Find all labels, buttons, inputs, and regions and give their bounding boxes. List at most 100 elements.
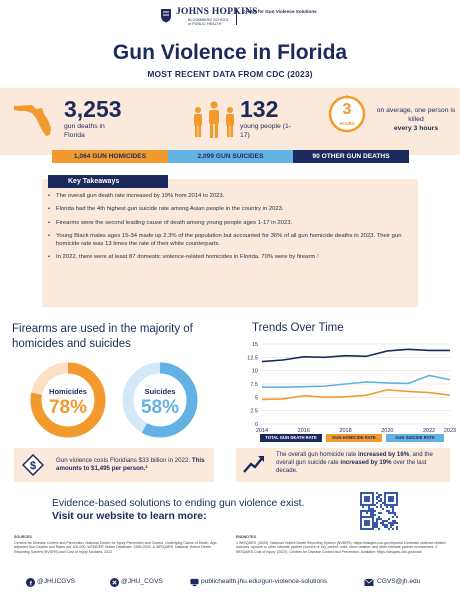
y-tick-label: 7.5 (250, 382, 258, 388)
takeaway-item: Young Black males ages 15-34 made up 2.3… (48, 233, 414, 248)
qr-module (366, 510, 368, 512)
page-title: Gun Violence in Florida (112, 41, 348, 64)
qr-module (366, 496, 368, 498)
qr-module (380, 518, 382, 520)
y-axis-label: RATE PER 100,000 (244, 334, 276, 335)
qr-module (360, 500, 362, 502)
qr-module (380, 506, 382, 508)
qr-module (374, 526, 376, 528)
facebook-handle[interactable]: @JHUCGVS (37, 578, 76, 585)
qr-module (370, 492, 372, 494)
svg-text:$: $ (30, 460, 36, 472)
qr-module (388, 522, 390, 524)
qr-module (390, 504, 392, 506)
key-takeaways-label: Key Takeaways (48, 175, 168, 188)
solutions-link-text[interactable]: Visit our website to learn more: (52, 511, 207, 522)
qr-module (368, 520, 370, 522)
qr-module (388, 510, 390, 512)
homicides-value: 78% (48, 397, 88, 418)
qr-module (370, 512, 372, 514)
x-handle[interactable]: @JHU_CGVS (121, 578, 163, 585)
qr-module (376, 524, 378, 526)
qr-module (384, 498, 386, 500)
logo-divider (236, 8, 237, 25)
qr-module (378, 494, 380, 496)
footer: f @JHUCGVS @JHU_CGVS publichealth.jhu.ed… (0, 577, 460, 589)
qr-module (392, 508, 394, 510)
qr-module (386, 492, 388, 494)
qr-module (388, 512, 390, 514)
qr-module (396, 496, 398, 498)
qr-module (374, 522, 376, 524)
qr-module (392, 522, 394, 524)
qr-module (392, 498, 394, 500)
qr-module (388, 498, 390, 500)
dollar-icon: $ (22, 454, 44, 476)
qr-code[interactable] (360, 492, 398, 530)
qr-module (390, 522, 392, 524)
qr-module (362, 504, 364, 506)
qr-module (372, 516, 374, 518)
series-line-1 (261, 389, 451, 401)
qr-module (394, 492, 396, 494)
qr-module (376, 520, 378, 522)
takeaway-item: The overall gun death rate increased by … (48, 193, 414, 201)
qr-module (396, 528, 398, 530)
qr-module (396, 492, 398, 494)
qr-module (372, 496, 374, 498)
qr-module (384, 500, 386, 502)
qr-module (394, 512, 396, 514)
young-people-value: 132 (240, 96, 279, 122)
gun-homicides-bar: 1,064 GUN HOMICIDES (52, 150, 168, 163)
qr-module (362, 506, 364, 508)
email-link[interactable]: CGVS@jh.edu (377, 578, 421, 585)
qr-module (364, 492, 366, 494)
gun-suicides-bar: 2,099 GUN SUICIDES (168, 150, 293, 163)
qr-module (360, 528, 362, 530)
qr-module (396, 522, 398, 524)
qr-module (376, 502, 378, 504)
qr-module (370, 528, 372, 530)
suicides-label: Suicides (144, 387, 176, 396)
sources-block: SOURCES Centers for Disease Control and … (14, 535, 218, 554)
young-people-icon (194, 101, 234, 138)
qr-module (366, 492, 368, 494)
qr-module (360, 512, 362, 514)
x-tick-label: 2022 (423, 428, 435, 434)
qr-module (360, 496, 362, 498)
qr-module (360, 518, 362, 520)
qr-module (368, 516, 370, 518)
qr-module (396, 526, 398, 528)
qr-module (364, 496, 366, 498)
qr-module (388, 528, 390, 530)
qr-module (384, 496, 386, 498)
qr-module (368, 504, 370, 506)
qr-module (366, 528, 368, 530)
qr-module (360, 516, 362, 518)
y-tick-label: 5 (255, 395, 258, 401)
homicides-donut (30, 362, 106, 438)
qr-module (378, 512, 380, 514)
qr-module (376, 526, 378, 528)
killed-rate-text: on average, one person is killed every 3… (376, 106, 456, 133)
legend-homicide: GUN HOMICIDE RATE (326, 434, 382, 442)
qr-module (372, 494, 374, 496)
qr-module (388, 496, 390, 498)
qr-module (378, 518, 380, 520)
qr-module (396, 494, 398, 496)
website-link[interactable]: publichealth.jhu.edu/gun-violence-soluti… (201, 578, 328, 585)
qr-module (360, 498, 362, 500)
legend-total: TOTAL GUN DEATH RATE (260, 434, 322, 442)
qr-module (374, 510, 376, 512)
cost-text-main: Gun violence costs Floridians $33 billio… (56, 457, 191, 464)
qr-module (384, 494, 386, 496)
qr-module (392, 506, 394, 508)
qr-module (372, 518, 374, 520)
takeaway-item: Florida had the 4th highest gun suicide … (48, 206, 414, 214)
firearms-title: Firearms are used in the majority of hom… (12, 323, 193, 350)
qr-module (392, 500, 394, 502)
qr-module (364, 516, 366, 518)
qr-module (382, 520, 384, 522)
qr-module (380, 512, 382, 514)
qr-module (390, 498, 392, 500)
